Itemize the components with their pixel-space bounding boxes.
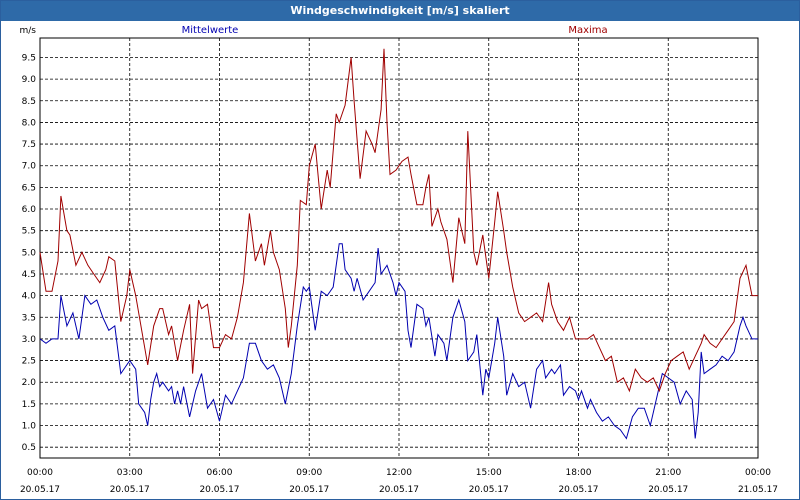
- x-tick-time: 15:00: [476, 468, 502, 478]
- y-tick-label: 2.5: [22, 357, 36, 367]
- y-tick-label: 7.5: [22, 140, 36, 150]
- x-tick-time: 12:00: [386, 468, 412, 478]
- x-tick-date: 20.05.17: [379, 485, 419, 495]
- legend-maxima: Maxima: [568, 25, 607, 36]
- y-tick-label: 1.0: [22, 422, 37, 432]
- y-tick-label: 6.5: [22, 183, 36, 193]
- x-tick-date: 21.05.17: [738, 485, 778, 495]
- y-tick-label: 4.0: [22, 292, 37, 302]
- x-tick-time: 18:00: [566, 468, 592, 478]
- window-title: Windgeschwindigkeit [m/s] skaliert: [1, 1, 799, 21]
- y-tick-label: 2.0: [22, 378, 37, 388]
- y-axis-label: m/s: [20, 26, 37, 36]
- series-lines: [39, 48, 758, 440]
- x-tick-time: 03:00: [117, 468, 143, 478]
- grid: [40, 38, 758, 458]
- y-tick-label: 5.0: [22, 248, 37, 258]
- y-tick-label: 8.0: [22, 118, 37, 128]
- y-tick-label: 3.5: [22, 313, 36, 323]
- x-tick-time: 00:00: [27, 468, 53, 478]
- y-tick-label: 5.5: [22, 227, 36, 237]
- y-tick-label: 3.0: [22, 335, 37, 345]
- y-tick-label: 0.5: [22, 443, 36, 453]
- legend-mittelwerte: Mittelwerte: [182, 25, 239, 36]
- x-tick-date: 20.05.17: [558, 485, 598, 495]
- x-tick-time: 00:00: [745, 468, 771, 478]
- x-tick-date: 20.05.17: [648, 485, 688, 495]
- y-tick-label: 6.0: [22, 205, 37, 215]
- series-line-mittelwerte: [39, 243, 758, 440]
- x-tick-time: 09:00: [296, 468, 322, 478]
- y-tick-label: 4.5: [22, 270, 36, 280]
- x-tick-date: 20.05.17: [289, 485, 329, 495]
- x-axis: 00:00 20.05.17 03:00 20.05.17 06:00 20.05.17 0…: [20, 468, 778, 495]
- x-tick-date: 20.05.17: [110, 485, 150, 495]
- y-axis: 0.5 1.0 1.5 2.0 2.5 3.0 3.5 4.0 4.5 5.0 5.5 6.0 6.5 7…: [22, 53, 37, 453]
- x-tick-time: 21:00: [655, 468, 681, 478]
- y-tick-label: 7.0: [22, 162, 37, 172]
- y-tick-label: 8.5: [22, 97, 36, 107]
- plot-area: [39, 37, 759, 459]
- x-tick-date: 20.05.17: [20, 485, 60, 495]
- series-line-maxima: [39, 48, 758, 393]
- y-tick-label: 1.5: [22, 400, 36, 410]
- x-tick-time: 06:00: [207, 468, 233, 478]
- x-tick-date: 20.05.17: [469, 485, 509, 495]
- y-tick-label: 9.0: [22, 75, 37, 85]
- x-tick-date: 20.05.17: [199, 485, 239, 495]
- y-tick-label: 9.5: [22, 53, 36, 63]
